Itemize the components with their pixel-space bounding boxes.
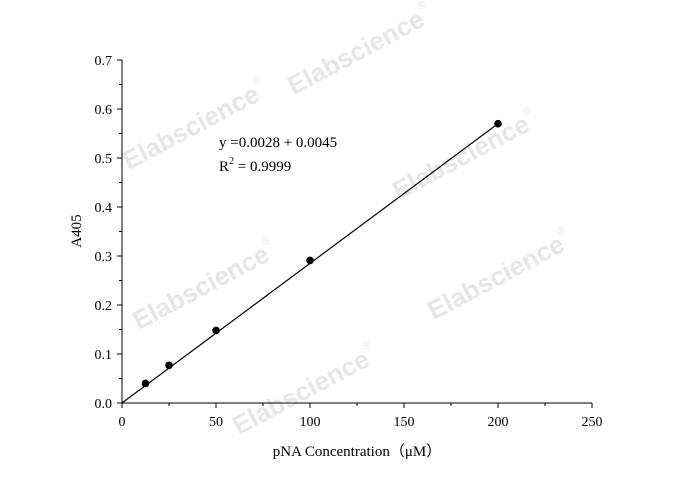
r-squared-value: = 0.9999: [234, 159, 291, 175]
data-point: [306, 256, 314, 265]
x-tick-label: 50: [209, 415, 223, 430]
y-tick-label: 0.3: [95, 250, 113, 265]
watermark: Elabscience®: [282, 0, 429, 101]
watermark-text: Elabscience: [127, 239, 274, 336]
y-tick-label: 0.1: [95, 348, 113, 363]
watermark-text: Elabscience: [422, 229, 569, 326]
data-point: [494, 119, 502, 128]
data-point: [212, 326, 220, 335]
r-squared-superscript: 2: [229, 156, 234, 167]
y-tick-label: 0.6: [95, 103, 113, 118]
x-tick-label: 0: [119, 415, 126, 430]
x-tick-label: 150: [394, 415, 415, 430]
watermarks: Elabscience®Elabscience®Elabscience®Elab…: [117, 0, 569, 441]
r-squared-label: R2 = 0.9999: [219, 156, 291, 175]
data-point: [165, 361, 173, 370]
y-tick-label: 0.0: [95, 397, 113, 412]
y-tick-label: 0.5: [95, 152, 113, 167]
y-tick-label: 0.4: [95, 201, 113, 216]
y-ticks: 0.0 0.1 0.2 0.3 0.4 0.5 0.6 0.7: [95, 54, 122, 412]
data-point: [141, 379, 150, 388]
x-tick-label: 100: [300, 415, 321, 430]
watermark: Elabscience®: [127, 233, 274, 336]
r-squared-prefix: R: [219, 159, 229, 175]
watermark-text: Elabscience: [387, 109, 534, 206]
x-tick-label: 250: [582, 415, 603, 430]
x-axis-label: pNA Concentration（μM）: [273, 443, 441, 460]
watermark-text: Elabscience: [282, 4, 429, 101]
watermark: Elabscience®: [422, 223, 569, 326]
fit-equation: y =0.0028 + 0.0045: [219, 135, 337, 151]
y-axis-label: A405: [69, 214, 85, 247]
x-tick-label: 200: [488, 415, 509, 430]
y-tick-label: 0.7: [95, 54, 113, 69]
watermark-registered-mark: ®: [415, 0, 428, 13]
y-tick-label: 0.2: [95, 299, 113, 314]
watermark: Elabscience®: [387, 103, 534, 206]
points-layer: [141, 119, 502, 388]
x-ticks: 0 50 100 150 200 250: [119, 403, 603, 430]
